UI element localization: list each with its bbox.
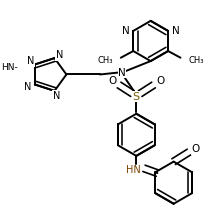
Text: CH₃: CH₃ (98, 56, 113, 65)
Text: S: S (133, 92, 140, 102)
Text: O: O (156, 76, 164, 86)
Text: N: N (24, 83, 31, 92)
Text: HN: HN (126, 165, 141, 175)
Text: HN-: HN- (1, 63, 18, 72)
Text: N: N (122, 26, 130, 36)
Text: N: N (172, 26, 180, 36)
Text: N: N (118, 68, 126, 78)
Text: N: N (56, 50, 63, 60)
Text: N: N (27, 56, 34, 67)
Text: O: O (192, 144, 200, 154)
Text: O: O (108, 76, 116, 86)
Text: CH₃: CH₃ (188, 56, 204, 65)
Text: N: N (53, 91, 60, 101)
